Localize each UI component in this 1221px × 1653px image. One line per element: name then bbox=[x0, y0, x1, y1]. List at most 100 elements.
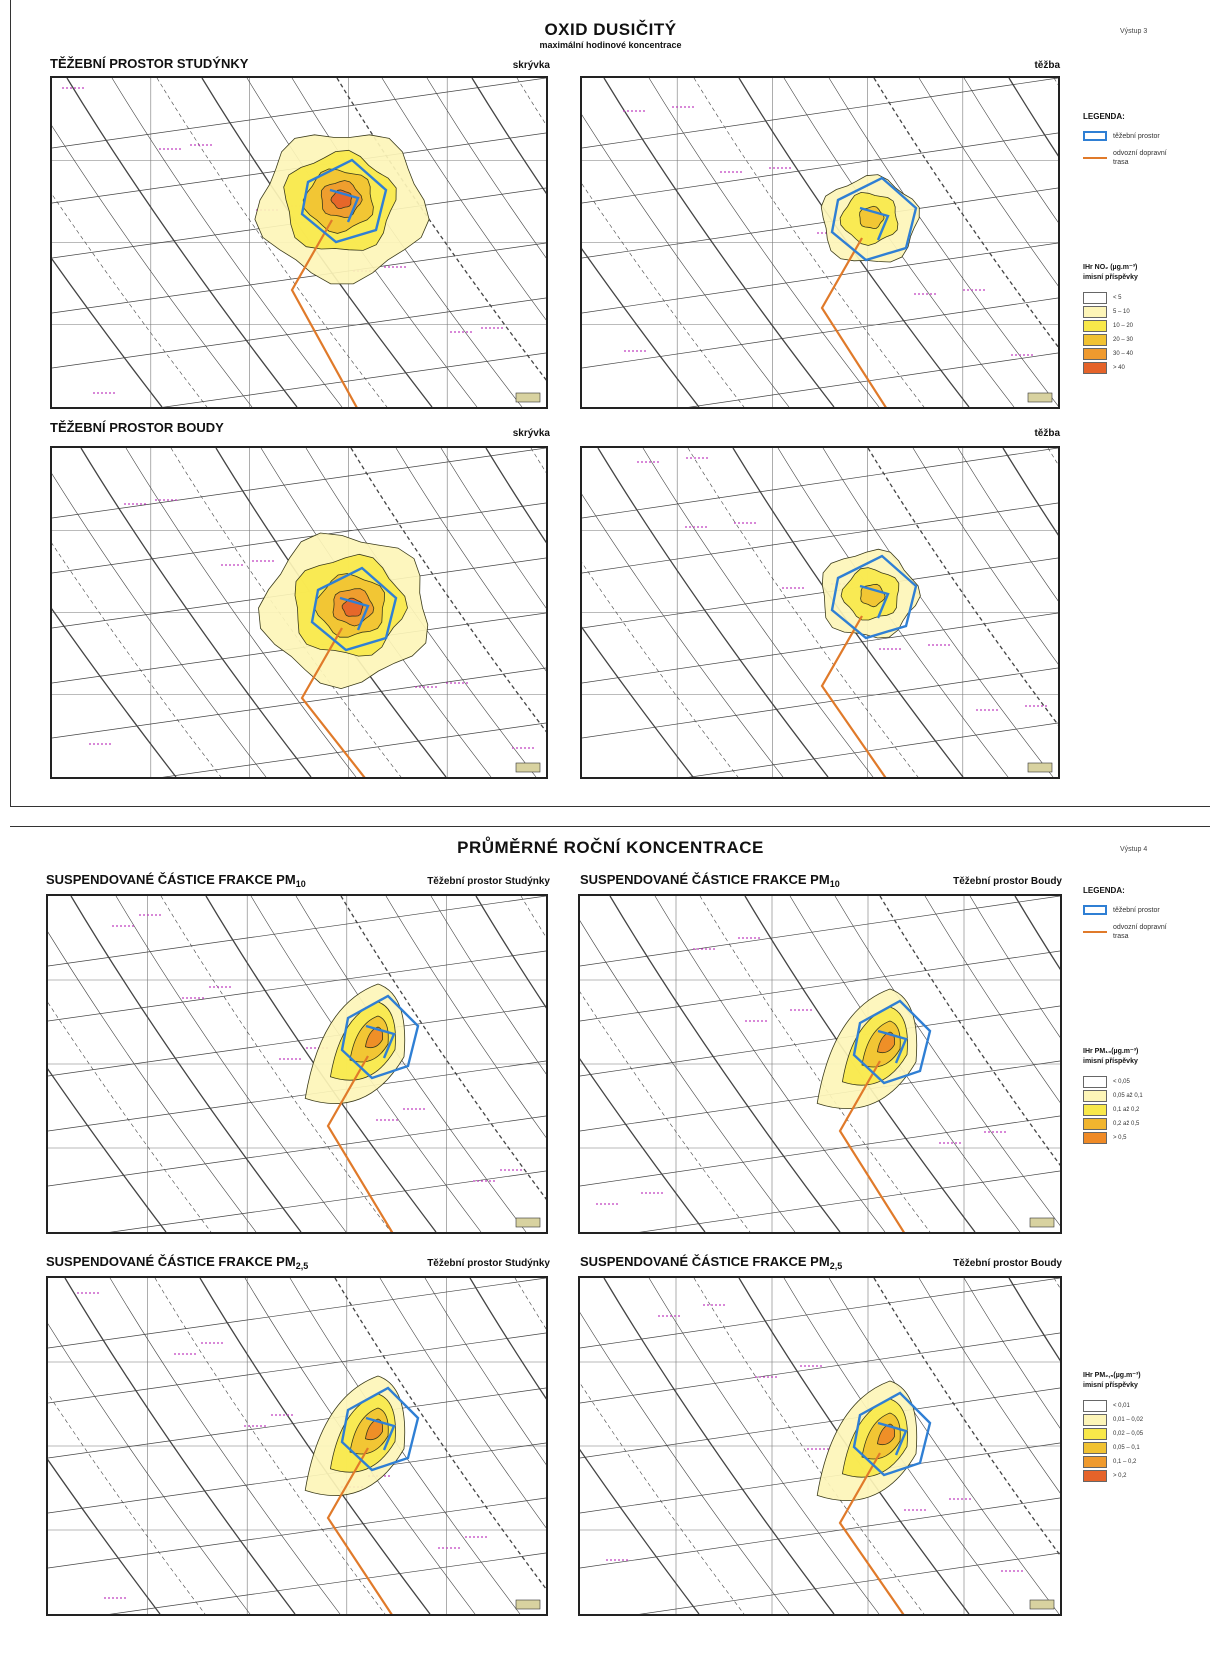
scale-title-pm10: IHr PM₁₀(µg.m⁻³) imisní příspěvky bbox=[1083, 1048, 1139, 1065]
sheet-border-top bbox=[10, 826, 1210, 827]
field-boundary bbox=[48, 1068, 167, 1232]
legend-class: > 0,2 bbox=[1083, 1469, 1208, 1483]
road-line bbox=[48, 1332, 546, 1404]
field-boundary bbox=[160, 896, 392, 1232]
legend-item-mining-area: těžební prostor bbox=[1083, 131, 1208, 141]
output-number: Výstup 3 bbox=[1120, 28, 1148, 35]
field-boundary bbox=[340, 896, 546, 1200]
color-swatch bbox=[1083, 1456, 1107, 1468]
color-swatch bbox=[1083, 1132, 1107, 1144]
field-boundary bbox=[48, 1002, 212, 1232]
scale-bar bbox=[515, 1599, 541, 1610]
field-boundary bbox=[80, 448, 312, 777]
map-canvas bbox=[580, 896, 1060, 1232]
map-studynky-tezba bbox=[580, 76, 1060, 409]
road-line bbox=[580, 1278, 1060, 1349]
field-boundary bbox=[828, 78, 1058, 407]
color-swatch bbox=[1083, 1076, 1107, 1088]
field-boundary bbox=[879, 896, 1060, 1166]
haul-route bbox=[300, 627, 366, 777]
color-swatch bbox=[1083, 306, 1107, 318]
class-label: > 0,2 bbox=[1113, 1473, 1127, 1479]
field-boundary bbox=[580, 1382, 745, 1614]
class-label: 20 – 30 bbox=[1113, 337, 1134, 343]
legend-class: 0,2 až 0,5 bbox=[1083, 1117, 1208, 1131]
field-boundary bbox=[48, 1393, 206, 1614]
class-label: < 5 bbox=[1113, 295, 1122, 301]
output-number: Výstup 4 bbox=[1120, 846, 1148, 853]
legend-item-haul-route: odvozní dopravní trasa bbox=[1083, 923, 1208, 941]
road-line bbox=[580, 1497, 1060, 1569]
field-boundary bbox=[426, 78, 546, 259]
haul-route bbox=[326, 1055, 394, 1232]
road-line bbox=[582, 502, 1058, 574]
mining-area bbox=[300, 158, 388, 244]
scale-classes-pm25: < 0,01 0,01 – 0,02 0,02 – 0,05 0,05 – 0,1 0,… bbox=[1083, 1399, 1208, 1483]
concentration-contours bbox=[816, 1380, 918, 1501]
legend-class: < 0,01 bbox=[1083, 1399, 1208, 1413]
contour-band bbox=[859, 205, 885, 229]
concentration-contours bbox=[258, 532, 429, 690]
road-line bbox=[582, 612, 1058, 684]
field-boundary bbox=[334, 1278, 546, 1590]
road-line bbox=[48, 1115, 546, 1187]
field-boundary bbox=[654, 896, 886, 1232]
map-boudy-skryvka bbox=[50, 446, 548, 779]
road-line bbox=[48, 950, 546, 1022]
mining-area bbox=[310, 566, 398, 652]
road-line bbox=[52, 667, 546, 739]
field-boundary bbox=[963, 78, 1058, 223]
legend-class: 0,02 – 0,05 bbox=[1083, 1427, 1208, 1441]
legend-class: 0,1 až 0,2 bbox=[1083, 1103, 1208, 1117]
road-line bbox=[52, 78, 546, 149]
road-line bbox=[162, 722, 546, 777]
road-line bbox=[48, 1005, 546, 1077]
road-line bbox=[582, 667, 1058, 739]
mining-area-icon bbox=[1083, 131, 1107, 141]
class-label: 0,05 až 0,1 bbox=[1113, 1093, 1143, 1099]
road-line bbox=[580, 1387, 1060, 1459]
map-canvas bbox=[52, 78, 546, 407]
legend-class: 5 – 10 bbox=[1083, 305, 1208, 319]
road-line bbox=[48, 896, 546, 967]
legend-item-haul-route: odvozní dopravní trasa bbox=[1083, 149, 1208, 167]
map-pm25-studynky bbox=[46, 1276, 548, 1616]
haul-route bbox=[838, 1060, 905, 1232]
road-line bbox=[52, 297, 546, 369]
field-boundary bbox=[125, 448, 357, 777]
legend-pm: LEGENDA: těžební prostor odvozní dopravn… bbox=[1083, 886, 1208, 1483]
road-line bbox=[582, 448, 1058, 519]
scale-classes-pm10: < 0,05 0,05 až 0,1 0,1 až 0,2 0,2 až 0,5 > 0… bbox=[1083, 1075, 1208, 1145]
scale-bar bbox=[515, 762, 541, 773]
legend-class: > 0,5 bbox=[1083, 1131, 1208, 1145]
road-line bbox=[580, 896, 1060, 967]
concentration-contours bbox=[304, 983, 406, 1104]
legend-class: 0,1 – 0,2 bbox=[1083, 1455, 1208, 1469]
field-boundary bbox=[385, 896, 546, 1138]
field-boundary bbox=[52, 608, 177, 777]
field-boundary bbox=[597, 448, 829, 777]
class-label: 0,1 až 0,2 bbox=[1113, 1107, 1140, 1113]
legend-class: 0,05 – 0,1 bbox=[1083, 1441, 1208, 1455]
panel-title-pm25-boudy: SUSPENDOVANÉ ČÁSTICE FRAKCE PM2,5 bbox=[580, 1254, 843, 1271]
road-line bbox=[48, 1387, 546, 1459]
road-line bbox=[109, 1170, 546, 1232]
legend-class: < 0,05 bbox=[1083, 1075, 1208, 1089]
scale-bar bbox=[515, 392, 541, 403]
field-boundary bbox=[582, 114, 790, 407]
field-boundary bbox=[924, 896, 1060, 1103]
road-line bbox=[580, 950, 1060, 1022]
map-canvas bbox=[52, 448, 546, 777]
field-boundary bbox=[471, 78, 546, 195]
road-line bbox=[48, 1497, 546, 1569]
field-boundary bbox=[582, 248, 700, 407]
field-boundary bbox=[52, 257, 163, 407]
map-canvas bbox=[48, 896, 546, 1232]
class-label: 0,02 – 0,05 bbox=[1113, 1431, 1144, 1437]
field-boundary bbox=[603, 78, 835, 407]
legend-title: LEGENDA: bbox=[1083, 886, 1125, 895]
concentration-contours bbox=[304, 1375, 406, 1496]
field-boundary bbox=[1008, 1278, 1060, 1362]
sheet-title: OXID DUSIČITÝ bbox=[544, 20, 677, 39]
class-label: < 0,05 bbox=[1113, 1079, 1130, 1085]
